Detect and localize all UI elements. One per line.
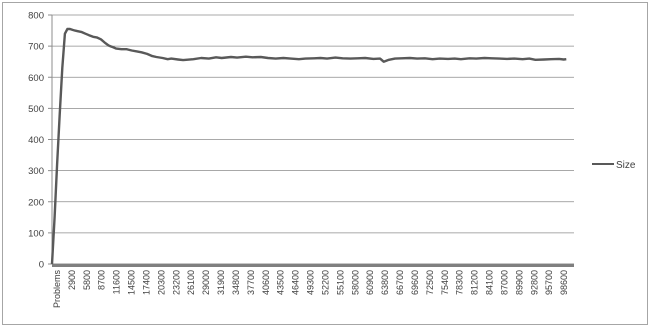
x-tick-label: 43500: [276, 270, 286, 295]
series-lines: [50, 27, 567, 265]
x-tick-label: 66700: [395, 270, 405, 295]
x-tick-label: 58000: [350, 270, 360, 295]
chart-frame: 0 100 200 300 400 500 600 700 800 Problems 2900 58…: [2, 2, 648, 325]
x-tick-label: 31900: [216, 270, 226, 295]
x-tick-label: 98600: [559, 270, 569, 295]
x-tick-label: 20300: [156, 270, 166, 295]
x-tick-label: 89900: [514, 270, 524, 295]
legend-label: Size: [616, 160, 636, 171]
series-line-size: [50, 27, 567, 265]
axes: [48, 14, 574, 267]
x-tick-label: 63800: [380, 270, 390, 295]
y-tick-label: 600: [28, 73, 44, 84]
x-tick-label: 17400: [141, 270, 151, 295]
line-chart: 0 100 200 300 400 500 600 700 800 Problems 2900 58…: [2, 2, 648, 325]
x-tick-label: 34800: [231, 270, 241, 295]
x-tick-label: 75400: [440, 270, 450, 295]
x-tick-label: 29000: [201, 270, 211, 295]
x-tick-label: 23200: [171, 270, 181, 295]
x-tick-label: 81200: [470, 270, 480, 295]
x-tick-label: 8700: [97, 270, 107, 290]
x-axis-tick-band: [52, 264, 574, 267]
y-tick-label: 700: [28, 42, 44, 53]
x-tick-label: 2900: [67, 270, 77, 290]
x-tick-label: Problems: [52, 270, 62, 309]
x-tick-label: 14500: [127, 270, 137, 295]
y-tick-label: 300: [28, 166, 44, 177]
x-tick-label: 37700: [246, 270, 256, 295]
x-tick-label: 52200: [320, 270, 330, 295]
y-tick-label: 500: [28, 104, 44, 115]
x-tick-label: 78300: [455, 270, 465, 295]
x-tick-label: 69600: [410, 270, 420, 295]
x-tick-label: 92800: [529, 270, 539, 295]
x-tick-label: 49300: [306, 270, 316, 295]
x-tick-label: 87000: [499, 270, 509, 295]
x-tick-label: 5800: [82, 270, 92, 290]
y-tick-labels: 0 100 200 300 400 500 600 700 800: [28, 11, 44, 271]
x-tick-label: 72500: [425, 270, 435, 295]
x-tick-label: 11600: [112, 270, 122, 294]
x-tick-label: 60900: [365, 270, 375, 295]
y-tick-label: 100: [28, 228, 44, 239]
x-tick-label: 26100: [186, 270, 196, 295]
x-tick-label: 55100: [335, 270, 345, 295]
gridlines: [52, 14, 574, 234]
y-tick-label: 800: [28, 11, 44, 22]
x-tick-label: 40600: [261, 270, 271, 295]
y-tick-label: 200: [28, 197, 44, 208]
chart-border: [2, 2, 648, 325]
x-tick-label: 84100: [485, 270, 495, 295]
x-tick-label: 95700: [544, 270, 554, 295]
legend: Size: [592, 160, 636, 171]
y-tick-label: 400: [28, 135, 44, 146]
x-tick-label: 46400: [291, 270, 301, 295]
x-tick-labels: Problems 2900 5800 8700 11600 14500 17400 20300…: [52, 270, 569, 309]
y-tick-label: 0: [39, 260, 44, 271]
